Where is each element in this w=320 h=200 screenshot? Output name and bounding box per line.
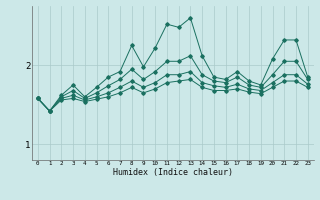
X-axis label: Humidex (Indice chaleur): Humidex (Indice chaleur)	[113, 168, 233, 177]
